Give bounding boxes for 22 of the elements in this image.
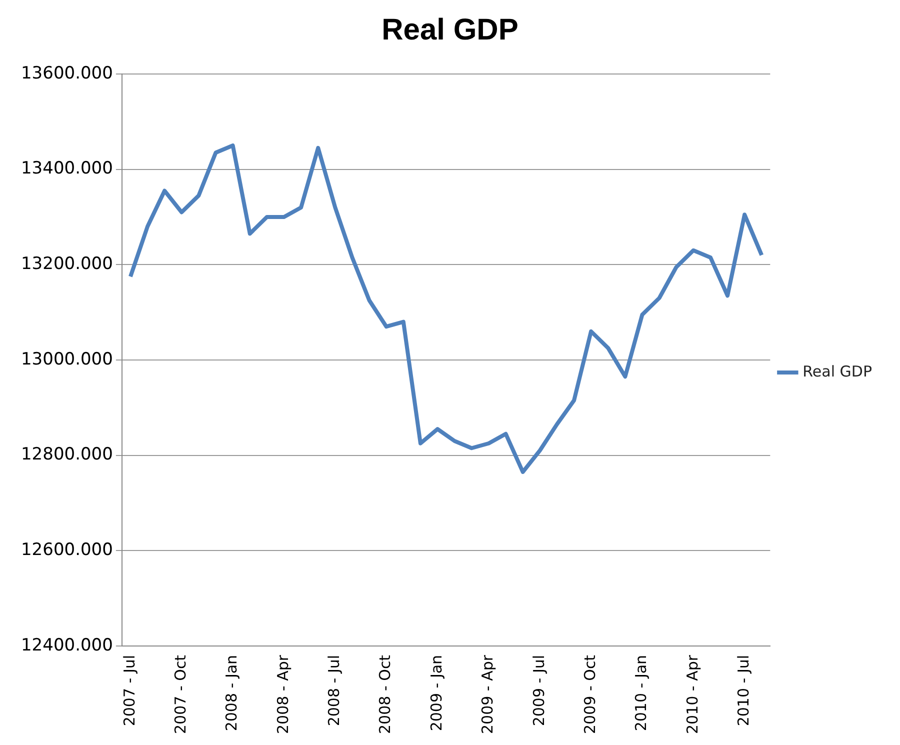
- y-tick-label: 13600.000: [20, 63, 113, 84]
- x-tick-label: 2008 - Jan: [222, 654, 241, 732]
- y-tick-label: 13200.000: [20, 254, 113, 274]
- x-tick-label: 2008 - Jul: [325, 654, 344, 726]
- x-tick-label: 2009 - Apr: [478, 654, 497, 734]
- x-tick-label: 2007 - Jul: [120, 654, 138, 726]
- y-tick-label: 12600.000: [20, 540, 113, 560]
- x-tick-label: 2008 - Oct: [376, 654, 394, 734]
- legend-label: Real GDP: [802, 362, 872, 380]
- x-tick-label: 2010 - Apr: [683, 654, 702, 734]
- x-tick-label: 2008 - Apr: [274, 654, 292, 734]
- y-tick-label: 12800.000: [20, 444, 113, 465]
- x-tick-label: 2007 - Oct: [172, 654, 190, 734]
- y-tick-label: 12400.000: [20, 635, 113, 656]
- x-tick-label: 2009 - Oct: [580, 654, 599, 734]
- y-tick-label: 13400.000: [20, 158, 113, 179]
- x-tick-label: 2009 - Jan: [427, 654, 446, 732]
- chart-title: Real GDP: [382, 13, 518, 46]
- x-tick-label: 2009 - Jul: [530, 654, 548, 726]
- y-tick-label: 13000.000: [20, 349, 113, 370]
- x-tick-label: 2010 - Jan: [632, 654, 650, 732]
- x-tick-label: 2010 - Jul: [734, 654, 752, 726]
